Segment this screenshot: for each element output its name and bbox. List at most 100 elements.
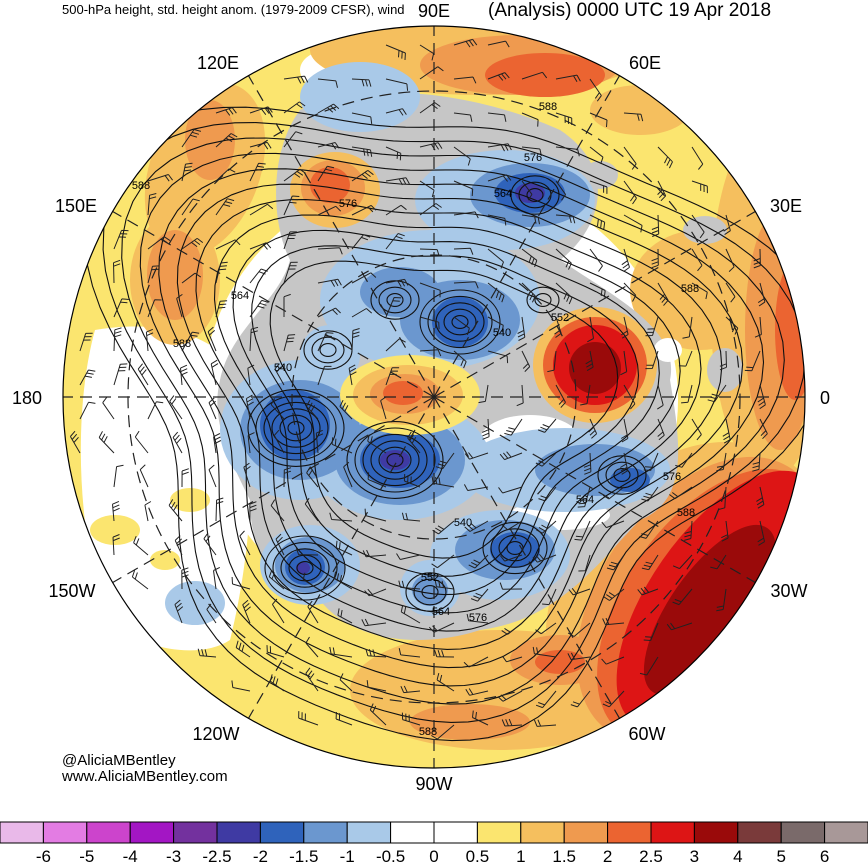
wind-barb: [691, 282, 708, 300]
wind-barb: [367, 434, 387, 454]
wind-barb: [283, 75, 309, 84]
wind-barb: [243, 462, 251, 488]
contour-label: 588: [539, 101, 557, 113]
wind-barb: [651, 214, 660, 237]
wind-barb: [317, 205, 342, 216]
wind-barb: [431, 554, 455, 569]
wind-barb: [589, 248, 603, 272]
wind-barb: [403, 473, 421, 488]
wind-barb: [432, 520, 455, 535]
anomaly-positive-center: [383, 381, 423, 405]
wind-barb: [499, 451, 523, 461]
wind-barb: [533, 719, 557, 727]
wind-barb: [487, 214, 507, 226]
wind-barb: [537, 418, 557, 433]
wind-barb: [181, 468, 189, 488]
wind-barb: [532, 646, 557, 658]
wind-barb: [79, 332, 93, 352]
wind-barb: [398, 580, 421, 590]
wind-barb: [112, 534, 120, 556]
wind-barb: [351, 308, 373, 318]
wind-barb: [601, 520, 625, 529]
wind-barb: [400, 604, 421, 624]
wind-barb: [707, 384, 727, 403]
wind-barb: [305, 636, 319, 658]
wind-barb: [682, 316, 693, 339]
wind-barb: [710, 554, 727, 570]
wind-barb: [385, 108, 407, 116]
wind-barb: [555, 248, 572, 270]
wind-barb: [501, 520, 523, 531]
lon-label-120e: 120E: [197, 53, 239, 73]
wind-barb: [270, 499, 285, 522]
wind-barb: [351, 112, 373, 124]
colorbar-label: 6: [820, 847, 829, 865]
wind-barb: [497, 690, 523, 702]
wind-barb: [535, 690, 557, 709]
colorbar-box: [0, 821, 44, 844]
wind-barb: [428, 622, 455, 633]
lon-label-120w: 120W: [192, 724, 239, 744]
wind-barb: [419, 248, 440, 257]
low-contour: [263, 401, 329, 455]
wind-barb: [249, 106, 273, 116]
anomaly-strong-negative: [432, 297, 488, 347]
wind-barb: [306, 399, 319, 420]
wind-barb: [657, 418, 665, 441]
wind-barb: [453, 281, 479, 289]
wind-barb: [757, 520, 765, 546]
wind-barb: [174, 599, 184, 624]
colorbar-label: -3: [166, 847, 181, 865]
wind-barb: [434, 649, 455, 658]
map-title: 500-hPa height, std. height anom. (1979-…: [62, 2, 405, 17]
wind-barb: [501, 622, 523, 635]
wind-barb: [453, 146, 471, 166]
wind-barb: [435, 452, 455, 470]
wind-barb: [401, 512, 421, 522]
wind-barb: [641, 486, 659, 502]
wind-barb: [419, 66, 444, 80]
wind-barb: [351, 328, 360, 352]
wind-barb: [722, 418, 731, 444]
wind-barb: [133, 536, 149, 556]
low-contour: [534, 293, 552, 307]
wind-barb: [555, 146, 580, 157]
wind-barb: [139, 464, 149, 488]
wind-barb: [249, 326, 259, 352]
wind-barb: [208, 397, 217, 420]
low-contour: [498, 534, 532, 562]
colorbar-box: [520, 821, 565, 844]
colorbar-label: -2: [253, 847, 268, 865]
longitude-line: [247, 75, 435, 398]
colorbar-box: [433, 821, 478, 844]
anomaly-positive: [185, 100, 235, 180]
anomaly-patch: [150, 550, 180, 570]
wind-barb: [535, 452, 557, 467]
colorbar-box: [737, 821, 782, 844]
contour-label: 564: [576, 494, 594, 506]
wind-barb: [587, 316, 594, 343]
colorbar-label: -4: [123, 847, 138, 865]
wind-barb: [589, 282, 606, 298]
wind-barb: [487, 40, 510, 48]
wind-barb: [333, 571, 353, 590]
wind-barb: [603, 588, 625, 601]
wind-barb: [168, 499, 183, 522]
wind-barb: [725, 282, 736, 303]
wind-barb: [623, 180, 637, 205]
wind-barb: [147, 193, 157, 216]
wind-barb: [577, 486, 591, 508]
anomaly-positive: [310, 167, 350, 203]
wind-barb: [487, 143, 512, 152]
wind-barb: [210, 359, 219, 386]
wind-barb: [215, 198, 235, 216]
contour-label: 552: [551, 312, 569, 324]
wind-barb: [181, 237, 204, 250]
low-contour: [605, 461, 639, 489]
wind-barb: [487, 72, 510, 81]
wind-barb: [113, 464, 124, 488]
wind-barb: [453, 38, 478, 48]
wind-barb: [69, 430, 81, 454]
wind-barb: [79, 401, 96, 420]
wind-barb: [621, 248, 630, 272]
